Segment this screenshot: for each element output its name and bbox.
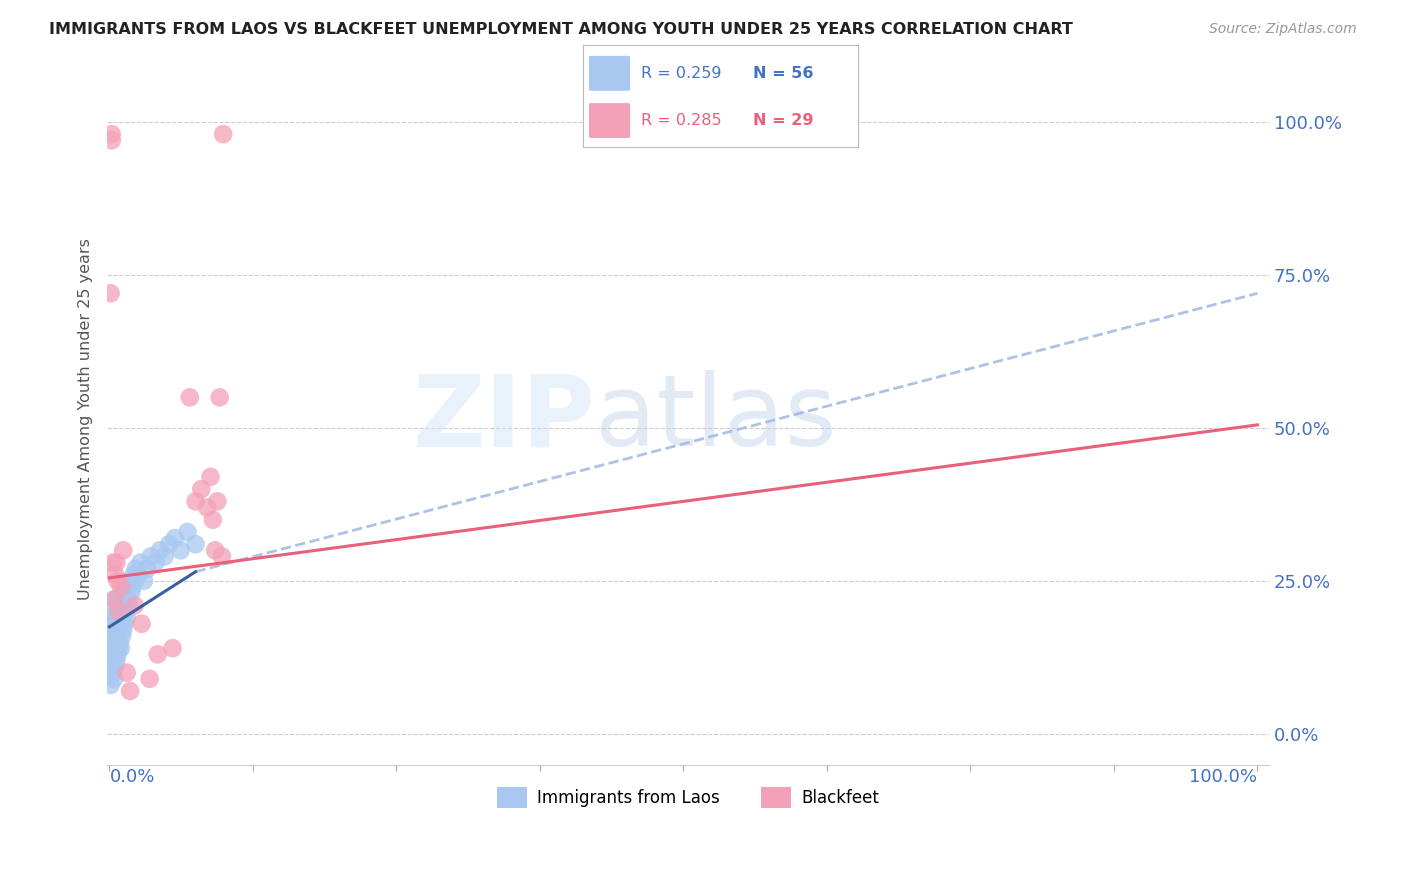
- Point: [118, 599, 141, 613]
- Point: [100, 653, 122, 667]
- Point: [111, 629, 134, 643]
- Point: [117, 592, 139, 607]
- Point: [153, 549, 176, 564]
- Text: IMMIGRANTS FROM LAOS VS BLACKFEET UNEMPLOYMENT AMONG YOUTH UNDER 25 YEARS CORREL: IMMIGRANTS FROM LAOS VS BLACKFEET UNEMPL…: [49, 22, 1073, 37]
- Point: [112, 623, 135, 637]
- Point: [124, 599, 146, 613]
- Text: 100.0%: 100.0%: [1189, 768, 1257, 786]
- Point: [121, 580, 143, 594]
- Point: [120, 684, 142, 698]
- Point: [104, 592, 127, 607]
- Point: [195, 500, 218, 515]
- Point: [176, 524, 198, 539]
- Point: [101, 665, 124, 680]
- Point: [120, 574, 142, 588]
- Text: 0.0%: 0.0%: [110, 768, 155, 786]
- Point: [184, 494, 207, 508]
- Point: [107, 641, 129, 656]
- Point: [103, 648, 125, 662]
- Point: [111, 592, 134, 607]
- Point: [122, 567, 145, 582]
- Point: [101, 641, 124, 656]
- Point: [132, 574, 155, 588]
- Point: [103, 592, 125, 607]
- Point: [107, 592, 129, 607]
- FancyBboxPatch shape: [589, 56, 630, 91]
- Point: [112, 580, 135, 594]
- Text: R = 0.285: R = 0.285: [641, 113, 721, 128]
- Point: [110, 641, 132, 656]
- Point: [169, 543, 191, 558]
- Point: [190, 482, 212, 496]
- Point: [146, 648, 169, 662]
- Point: [107, 574, 129, 588]
- Point: [108, 635, 131, 649]
- Point: [136, 562, 159, 576]
- Point: [139, 549, 162, 564]
- Point: [104, 567, 127, 582]
- Text: Source: ZipAtlas.com: Source: ZipAtlas.com: [1209, 22, 1357, 37]
- Point: [125, 562, 148, 576]
- Point: [110, 605, 132, 619]
- Point: [112, 616, 135, 631]
- Point: [105, 653, 128, 667]
- Point: [105, 556, 128, 570]
- Point: [129, 556, 152, 570]
- FancyBboxPatch shape: [589, 103, 630, 138]
- Point: [212, 127, 235, 141]
- Point: [200, 470, 222, 484]
- Point: [211, 549, 233, 564]
- Point: [104, 610, 127, 624]
- Point: [100, 678, 122, 692]
- Point: [138, 672, 160, 686]
- Point: [107, 616, 129, 631]
- Point: [115, 665, 138, 680]
- Text: R = 0.259: R = 0.259: [641, 66, 721, 81]
- Point: [149, 543, 172, 558]
- Point: [124, 574, 146, 588]
- Legend: Immigrants from Laos, Blackfeet: Immigrants from Laos, Blackfeet: [491, 780, 886, 815]
- Point: [104, 659, 127, 673]
- Point: [107, 648, 129, 662]
- Point: [105, 605, 128, 619]
- Text: atlas: atlas: [595, 370, 837, 467]
- Point: [103, 672, 125, 686]
- Point: [145, 556, 167, 570]
- Point: [201, 513, 224, 527]
- Point: [100, 133, 122, 147]
- Point: [105, 629, 128, 643]
- Point: [120, 586, 142, 600]
- Text: N = 56: N = 56: [754, 66, 814, 81]
- Point: [100, 127, 122, 141]
- Text: ZIP: ZIP: [412, 370, 595, 467]
- Point: [131, 616, 153, 631]
- Point: [157, 537, 180, 551]
- Point: [107, 605, 129, 619]
- Point: [112, 586, 135, 600]
- Point: [100, 616, 122, 631]
- Point: [162, 641, 184, 656]
- Text: N = 29: N = 29: [754, 113, 814, 128]
- Point: [112, 543, 135, 558]
- Point: [101, 556, 124, 570]
- Point: [115, 610, 138, 624]
- Point: [127, 567, 149, 582]
- Point: [107, 599, 129, 613]
- Point: [114, 605, 136, 619]
- Point: [184, 537, 207, 551]
- Y-axis label: Unemployment Among Youth under 25 years: Unemployment Among Youth under 25 years: [79, 238, 93, 599]
- Point: [179, 390, 201, 404]
- Point: [204, 543, 226, 558]
- Point: [163, 531, 186, 545]
- Point: [107, 623, 129, 637]
- Point: [110, 580, 132, 594]
- Point: [101, 605, 124, 619]
- Point: [103, 623, 125, 637]
- Point: [108, 610, 131, 624]
- Point: [207, 494, 229, 508]
- Point: [100, 635, 122, 649]
- Point: [208, 390, 231, 404]
- Point: [104, 635, 127, 649]
- Point: [100, 286, 122, 301]
